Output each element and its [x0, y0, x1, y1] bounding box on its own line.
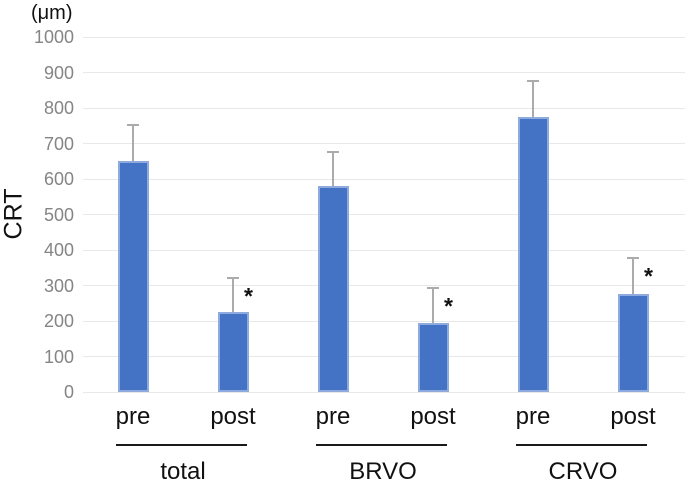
error-bar-cap-total-pre: [127, 123, 139, 126]
gridline-300: [83, 285, 685, 286]
error-bar-cap-total-post: [227, 276, 239, 279]
y-axis-unit-label: (μm): [31, 2, 73, 24]
group-underline-total: [116, 444, 247, 446]
x-label-total-post: post: [210, 403, 256, 430]
gridline-500: [83, 214, 685, 215]
y-tick-label-0: 0: [63, 382, 74, 402]
y-tick-label-900: 900: [43, 62, 74, 83]
gridline-700: [83, 143, 685, 144]
error-bar-CRVO-post: [632, 257, 634, 295]
error-bar-total-pre: [132, 123, 134, 162]
bar-total-post: [217, 312, 249, 392]
bar-BRVO-pre: [317, 186, 349, 392]
gridline-1000: [83, 36, 685, 38]
group-underline-CRVO: [516, 444, 647, 446]
y-tick-label-1000: 1000: [33, 27, 74, 47]
gridline-100: [83, 356, 685, 357]
significance-marker-total-post: *: [244, 282, 253, 309]
gridline-600: [83, 178, 685, 180]
x-label-BRVO-post: post: [410, 403, 456, 430]
y-tick-label-500: 500: [43, 204, 74, 225]
y-tick-label-600: 600: [43, 169, 74, 189]
group-label-BRVO: BRVO: [349, 458, 417, 481]
error-bar-cap-BRVO-post: [427, 287, 439, 290]
group-underline-BRVO: [316, 444, 447, 446]
error-bar-cap-CRVO-pre: [527, 79, 539, 82]
group-label-total: total: [160, 458, 206, 481]
bar-total-pre: [117, 161, 149, 392]
gridline-200: [83, 320, 685, 322]
gridline-900: [83, 72, 685, 73]
gridline-400: [83, 249, 685, 251]
error-bar-total-post: [232, 276, 234, 313]
bar-CRVO-post: [617, 294, 649, 392]
significance-marker-CRVO-post: *: [644, 263, 653, 290]
group-label-CRVO: CRVO: [548, 458, 618, 481]
error-bar-BRVO-pre: [332, 150, 334, 187]
bar-CRVO-pre: [517, 116, 549, 392]
error-bar-cap-BRVO-pre: [327, 150, 339, 153]
error-bar-cap-CRVO-post: [627, 257, 639, 260]
significance-marker-BRVO-post: *: [444, 293, 453, 320]
y-tick-label-100: 100: [43, 346, 74, 367]
x-label-CRVO-pre: pre: [515, 403, 551, 430]
error-bar-CRVO-pre: [532, 79, 534, 117]
bar-BRVO-post: [417, 322, 449, 392]
gridline-800: [83, 107, 685, 109]
y-tick-label-200: 200: [43, 311, 74, 331]
x-label-total-pre: pre: [115, 403, 151, 430]
error-bar-BRVO-post: [432, 287, 434, 323]
y-tick-label-700: 700: [43, 133, 74, 154]
x-label-BRVO-pre: pre: [315, 403, 351, 430]
y-tick-label-400: 400: [43, 240, 74, 260]
x-label-CRVO-post: post: [610, 403, 656, 430]
gridline-0: [83, 391, 685, 393]
y-tick-label-300: 300: [43, 275, 74, 296]
y-tick-label-800: 800: [43, 98, 74, 118]
